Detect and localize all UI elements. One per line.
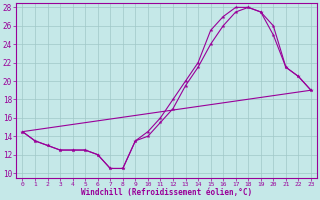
X-axis label: Windchill (Refroidissement éolien,°C): Windchill (Refroidissement éolien,°C) bbox=[81, 188, 252, 197]
